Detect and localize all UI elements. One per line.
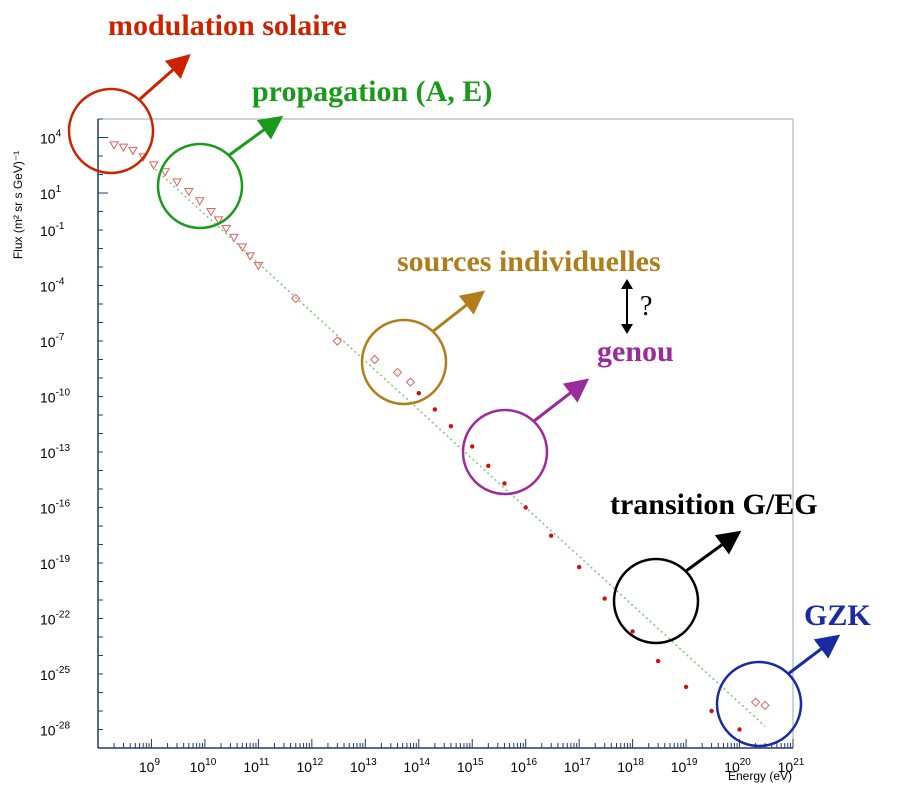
x-axis-title: Energy (eV)	[728, 769, 792, 783]
y-axis-title: Flux (m² sr s GeV)⁻¹	[11, 151, 25, 259]
data-point-dot	[683, 684, 689, 690]
data-point-triangle	[229, 233, 239, 243]
circle-gzk	[715, 660, 803, 748]
data-point-triangle	[245, 252, 255, 261]
data-point-diamond	[760, 700, 770, 711]
data-points	[109, 141, 770, 732]
data-point-dot	[737, 727, 742, 732]
data-point-triangle	[109, 141, 119, 150]
data-point-diamond	[405, 377, 416, 387]
data-point-diamond	[332, 336, 343, 346]
data-point-dot	[602, 596, 607, 601]
circle-transition	[612, 557, 700, 645]
circle-propagation	[156, 142, 244, 230]
data-point-diamond	[291, 293, 301, 304]
axis-ticks	[97, 118, 794, 749]
label-transition: transition G/EG	[610, 488, 818, 521]
data-point-triangle	[253, 262, 264, 271]
data-point-dot	[502, 481, 507, 486]
data-point-dot	[523, 505, 528, 510]
label-modulation-solaire: modulation solaire	[108, 9, 347, 42]
label-genou: genou	[597, 335, 674, 368]
arrow-modulation-solaire	[139, 54, 191, 101]
data-point-dot	[655, 658, 661, 664]
data-point-diamond	[370, 354, 380, 365]
circle-genou	[461, 408, 549, 496]
x-tick-labels: 109 1010 1011 1012 1013 1014 1015 1016 1017 1018 1…	[139, 757, 805, 775]
arrow-propagation	[227, 115, 284, 158]
data-point-dot	[709, 708, 714, 714]
data-point-dot	[486, 463, 491, 468]
double-arrow-up-head	[621, 279, 633, 289]
data-point-triangle	[128, 146, 138, 156]
label-gzk: GZK	[804, 599, 871, 632]
data-point-triangle	[194, 197, 205, 206]
data-point-dot	[432, 407, 438, 412]
data-point-triangle	[118, 143, 129, 153]
data-point-triangle	[221, 225, 232, 234]
label-sources-individuelles: sources individuelles	[397, 245, 661, 278]
data-point-dot	[548, 533, 554, 538]
data-point-triangle	[237, 243, 248, 253]
data-point-triangle	[206, 208, 216, 217]
data-point-triangle	[160, 168, 170, 177]
circle-sources-individuelles	[360, 318, 448, 406]
data-point-dot	[448, 423, 454, 429]
data-point-dot	[416, 391, 421, 396]
arrow-genou	[533, 378, 590, 423]
data-point-diamond	[392, 367, 403, 378]
data-point-diamond	[750, 697, 761, 707]
data-point-dot	[630, 629, 635, 634]
power-law-fit-line	[150, 165, 766, 727]
arrow-sources-individuelles	[431, 290, 486, 334]
data-point-triangle	[172, 178, 182, 187]
arrow-gzk	[787, 634, 841, 676]
data-point-triangle	[183, 188, 194, 197]
circle-modulation-solaire	[67, 87, 155, 175]
double-arrow-down-head	[621, 324, 633, 334]
data-point-dot	[576, 564, 582, 570]
label-propagation: propagation (A, E)	[252, 75, 492, 108]
data-point-dot	[470, 444, 475, 449]
data-point-triangle	[148, 161, 159, 170]
label-question-mark: ?	[640, 291, 652, 322]
arrow-transition	[685, 530, 742, 573]
data-point-triangle	[213, 216, 224, 225]
